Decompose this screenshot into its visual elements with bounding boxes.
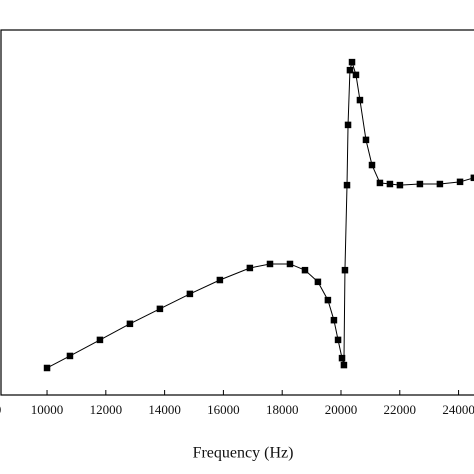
- data-point: [330, 316, 338, 324]
- data-point: [344, 121, 352, 129]
- data-point: [216, 276, 224, 284]
- data-point: [126, 320, 134, 328]
- data-point: [456, 178, 464, 186]
- plot-frame: [0, 29, 474, 396]
- data-point: [324, 296, 332, 304]
- data-point: [362, 136, 370, 144]
- data-point: [334, 336, 342, 344]
- x-tick-label: 10000: [31, 402, 64, 417]
- data-point: [266, 260, 274, 268]
- data-point: [341, 266, 349, 274]
- data-point: [436, 180, 444, 188]
- data-point: [186, 290, 194, 298]
- data-point: [43, 364, 51, 372]
- data-point: [340, 361, 348, 369]
- data-point: [416, 180, 424, 188]
- x-axis-title: Frequency (Hz): [193, 445, 294, 462]
- data-point: [470, 174, 474, 182]
- data-point: [338, 354, 346, 362]
- x-tick-label: 18000: [266, 402, 299, 417]
- data-line: [46, 60, 474, 369]
- data-point: [314, 278, 322, 286]
- data-point: [246, 264, 254, 272]
- data-point: [156, 305, 164, 313]
- data-point: [66, 352, 74, 360]
- data-point: [301, 266, 309, 274]
- x-tick-label: 20000: [325, 402, 358, 417]
- data-point: [343, 181, 351, 189]
- data-point: [286, 260, 294, 268]
- data-point: [368, 161, 376, 169]
- data-point: [346, 66, 354, 74]
- data-point: [96, 336, 104, 344]
- x-tick-label: 12000: [90, 402, 123, 417]
- data-point: [356, 96, 364, 104]
- data-point: [348, 58, 356, 66]
- data-point: [376, 179, 384, 187]
- x-tick-label: 14000: [148, 402, 181, 417]
- data-point: [386, 180, 394, 188]
- data-point: [396, 181, 404, 189]
- x-tick-label: 22000: [384, 402, 417, 417]
- x-tick-label: 8000: [0, 402, 1, 417]
- data-point: [352, 71, 360, 79]
- x-tick-label: 16000: [207, 402, 240, 417]
- x-tick-label: 24000: [442, 402, 474, 417]
